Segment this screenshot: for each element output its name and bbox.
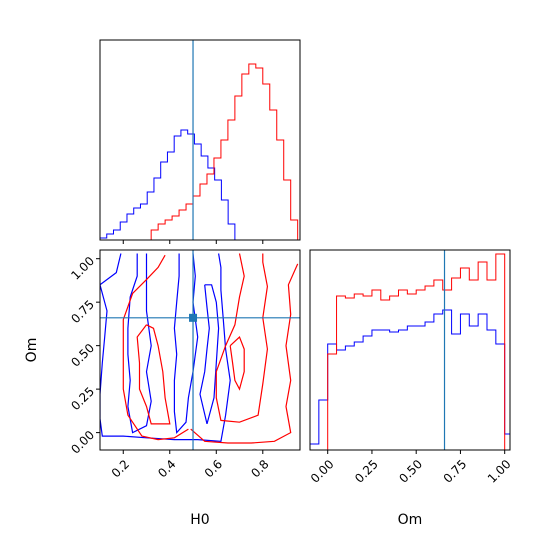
hist-series-0 xyxy=(99,129,236,240)
y-tick-label: 0.50 xyxy=(68,341,97,370)
x-tick-label: 0.25 xyxy=(352,457,381,486)
contour-line-8 xyxy=(229,335,245,391)
y-tick-label: 0.00 xyxy=(68,428,97,457)
x-tick-label: 0.2 xyxy=(109,457,132,480)
h0-hist-ticks xyxy=(122,240,264,244)
x-tick-label: 0.75 xyxy=(441,457,470,486)
contour-line-7 xyxy=(215,253,269,423)
contour-truth xyxy=(100,250,300,450)
contour-frame xyxy=(99,249,301,451)
x-tick-label: 0.4 xyxy=(155,457,178,480)
contour-line-6 xyxy=(136,324,171,425)
x-tick-label: 1.00 xyxy=(485,457,514,486)
h0-hist-panel xyxy=(99,39,301,244)
x-tick-label: 0.50 xyxy=(396,457,425,486)
x-tick-label: 0.8 xyxy=(248,457,271,480)
y-tick-label: 0.75 xyxy=(68,297,97,326)
contour-line-5 xyxy=(190,263,299,444)
contour-line-0 xyxy=(100,253,231,442)
x-tick-label: 0.00 xyxy=(308,457,337,486)
h0-hist-marks xyxy=(99,63,299,240)
contour-x-ticks: 0.2 0.4 0.6 0.8 xyxy=(109,450,272,480)
truth-marker xyxy=(189,313,198,322)
x-tick-label: 0.6 xyxy=(202,457,225,480)
om-hist-frame xyxy=(309,249,511,451)
contour-panel: 0.2 0.4 0.6 0.8 0.00 0.25 0.50 0.75 1.00 H0 Om xyxy=(24,249,301,528)
om-axis-label-y: Om xyxy=(24,338,40,363)
om-hist-x-ticks: 0.00 0.25 0.50 0.75 1.00 xyxy=(308,450,514,486)
contour-marks xyxy=(100,253,299,444)
contour-line-1 xyxy=(127,253,152,434)
om-axis-label-x: Om xyxy=(398,512,423,528)
hist-series-1 xyxy=(150,63,299,240)
h0-hist-frame xyxy=(99,39,301,241)
hist-series-0 xyxy=(310,309,510,450)
contour-y-ticks: 0.00 0.25 0.50 0.75 1.00 xyxy=(68,254,100,457)
y-tick-label: 1.00 xyxy=(68,254,97,283)
om-hist-panel: 0.00 0.25 0.50 0.75 1.00 Om xyxy=(308,249,514,528)
om-hist-marks xyxy=(310,253,510,450)
contour-line-2 xyxy=(173,253,199,435)
h0-axis-label: H0 xyxy=(190,512,209,528)
hist-series-1 xyxy=(327,253,506,450)
contour-line-4 xyxy=(122,254,189,441)
contour-line-3 xyxy=(199,284,220,425)
y-tick-label: 0.25 xyxy=(68,384,97,413)
